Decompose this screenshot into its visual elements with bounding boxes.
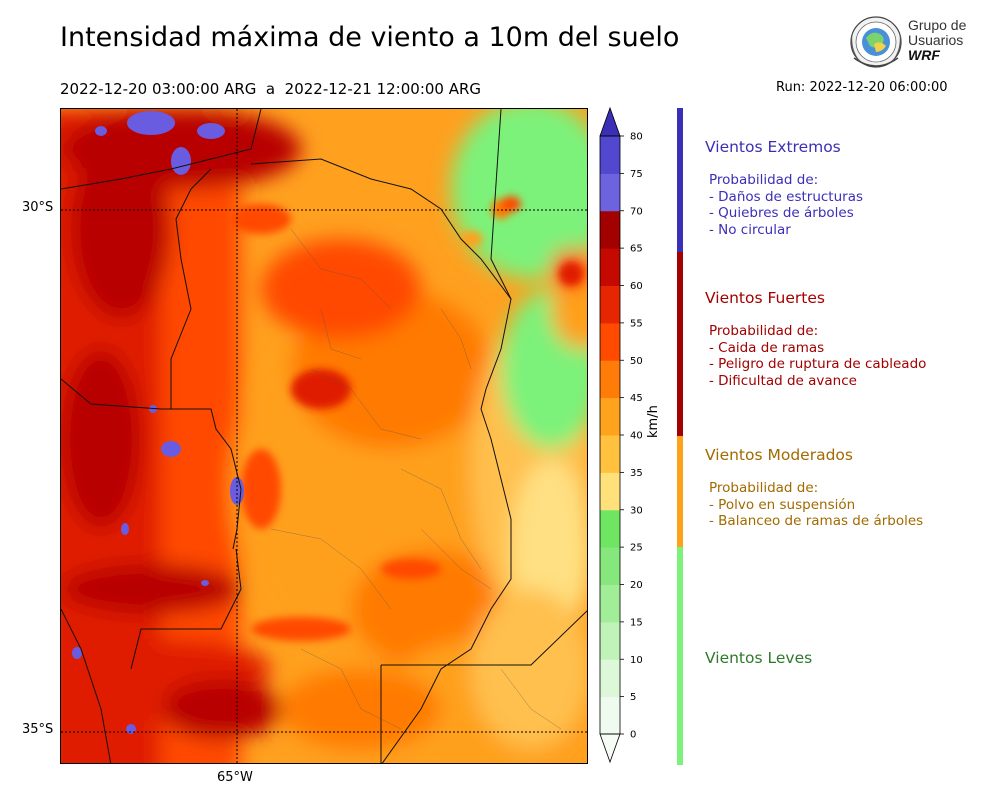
colorbar-segment	[600, 621, 620, 660]
logo-text-line2: Usuarios	[908, 32, 964, 48]
colorbar-tick-label: 80	[630, 132, 643, 143]
globe-seal-icon	[850, 16, 902, 68]
colorbar-tick-label: 30	[630, 505, 643, 516]
category-desc-extremos: Probabilidad de: - Daños de estructuras …	[709, 172, 863, 238]
colorbar-tick-label: 70	[630, 206, 643, 217]
department-lines	[270, 228, 562, 730]
category-desc-line: - Daños de estructuras	[709, 188, 864, 205]
colorbar-tick-label: 35	[630, 468, 643, 479]
wind-field-details	[231, 196, 583, 641]
borders	[61, 109, 587, 763]
colorbar-segment	[600, 435, 620, 473]
logo-text-line1: Grupo de	[908, 17, 967, 33]
colorbar-tick-label: 55	[630, 318, 643, 329]
category-desc-line: Probabilidad de:	[709, 480, 819, 496]
category-desc-line: - Quiebres de árboles	[709, 205, 854, 221]
extreme-wind-patches	[72, 111, 244, 734]
colorbar-tick-label: 10	[630, 655, 643, 666]
colorbar-unit: km/h	[646, 405, 661, 438]
colorbar-segment	[600, 248, 620, 286]
category-desc-line: - Balanceo de ramas de árboles	[709, 513, 924, 529]
page-title: Intensidad máxima de viento a 10m del su…	[60, 22, 680, 53]
colorbar-bottom-extension	[599, 733, 621, 764]
graticule	[61, 109, 587, 763]
colorbar-tick-label: 50	[630, 356, 643, 367]
colorbar-segment	[600, 584, 620, 623]
category-title-extremos: Vientos Extremos	[705, 138, 841, 156]
colorbar-tick-label: 40	[630, 431, 643, 442]
category-desc-line: Probabilidad de:	[709, 323, 819, 339]
colorbar-segment	[600, 322, 620, 361]
colorbar-tick-label: 60	[630, 281, 643, 292]
category-desc-moderados: Probabilidad de: - Polvo en suspensión -…	[709, 480, 923, 530]
wrf-logo: Grupo de Usuarios WRF	[846, 14, 970, 76]
category-title-fuertes: Vientos Fuertes	[705, 289, 825, 307]
colorbar-segment	[600, 173, 620, 212]
category-desc-line: - Dificultad de avance	[709, 372, 857, 389]
colorbar-tick-label: 15	[630, 617, 643, 628]
logo-text-wrf: WRF	[908, 47, 940, 63]
colorbar-tick-label: 0	[630, 730, 636, 741]
lat-label-35s: 35°S	[22, 722, 54, 737]
wind-map-canvas	[61, 109, 587, 763]
category-desc-line: - Polvo en suspensión	[709, 496, 856, 513]
colorbar-segment	[600, 210, 620, 249]
category-desc-line: - Caida de ramas	[709, 339, 825, 356]
category-bar-leves	[677, 547, 683, 765]
colorbar-segment	[600, 360, 620, 399]
colorbar-segment	[600, 696, 620, 735]
colorbar-segment	[600, 472, 620, 511]
forecast-period: 2022-12-20 03:00:00 ARG a 2022-12-21 12:…	[60, 80, 482, 98]
colorbar-top-extension	[599, 106, 621, 137]
colorbar-tick-label: 25	[630, 543, 643, 554]
category-desc-line: - No circular	[709, 221, 791, 238]
colorbar-segment	[600, 547, 620, 585]
colorbar-tick-label: 45	[630, 393, 643, 404]
colorbar-segment	[600, 397, 620, 436]
colorbar-segment	[600, 285, 620, 324]
category-title-leves: Vientos Leves	[705, 649, 813, 667]
category-desc-line: Probabilidad de:	[709, 172, 819, 188]
colorbar-tick-label: 20	[630, 580, 643, 591]
wind-field-blobs	[61, 109, 587, 763]
colorbar-scale: 0 5 10 15 20 25 30 35 40 45 50 55 60 65 70 75 80	[599, 106, 643, 764]
colorbar-tick-label: 5	[630, 692, 636, 703]
category-title-moderados: Vientos Moderados	[705, 446, 853, 464]
category-desc-fuertes: Probabilidad de: - Caida de ramas - Peli…	[709, 323, 926, 389]
lat-label-30s: 30°S	[22, 200, 54, 215]
category-bar-fuertes	[677, 252, 683, 436]
colorbar-segment	[600, 659, 620, 698]
colorbar: 0 5 10 15 20 25 30 35 40 45 50 55 60 65 70 75 80	[592, 100, 652, 770]
category-bar-extremos	[677, 108, 683, 252]
category-bar-moderados	[677, 436, 683, 547]
colorbar-tick-label: 65	[630, 244, 643, 255]
colorbar-segment	[600, 509, 620, 548]
wind-map	[60, 108, 588, 764]
run-timestamp: Run: 2022-12-20 06:00:00	[776, 80, 948, 95]
lon-label-65w: 65°W	[217, 770, 253, 785]
colorbar-segment	[600, 136, 620, 174]
category-desc-line: - Peligro de ruptura de cableado	[709, 356, 927, 372]
colorbar-tick-label: 75	[630, 169, 643, 180]
